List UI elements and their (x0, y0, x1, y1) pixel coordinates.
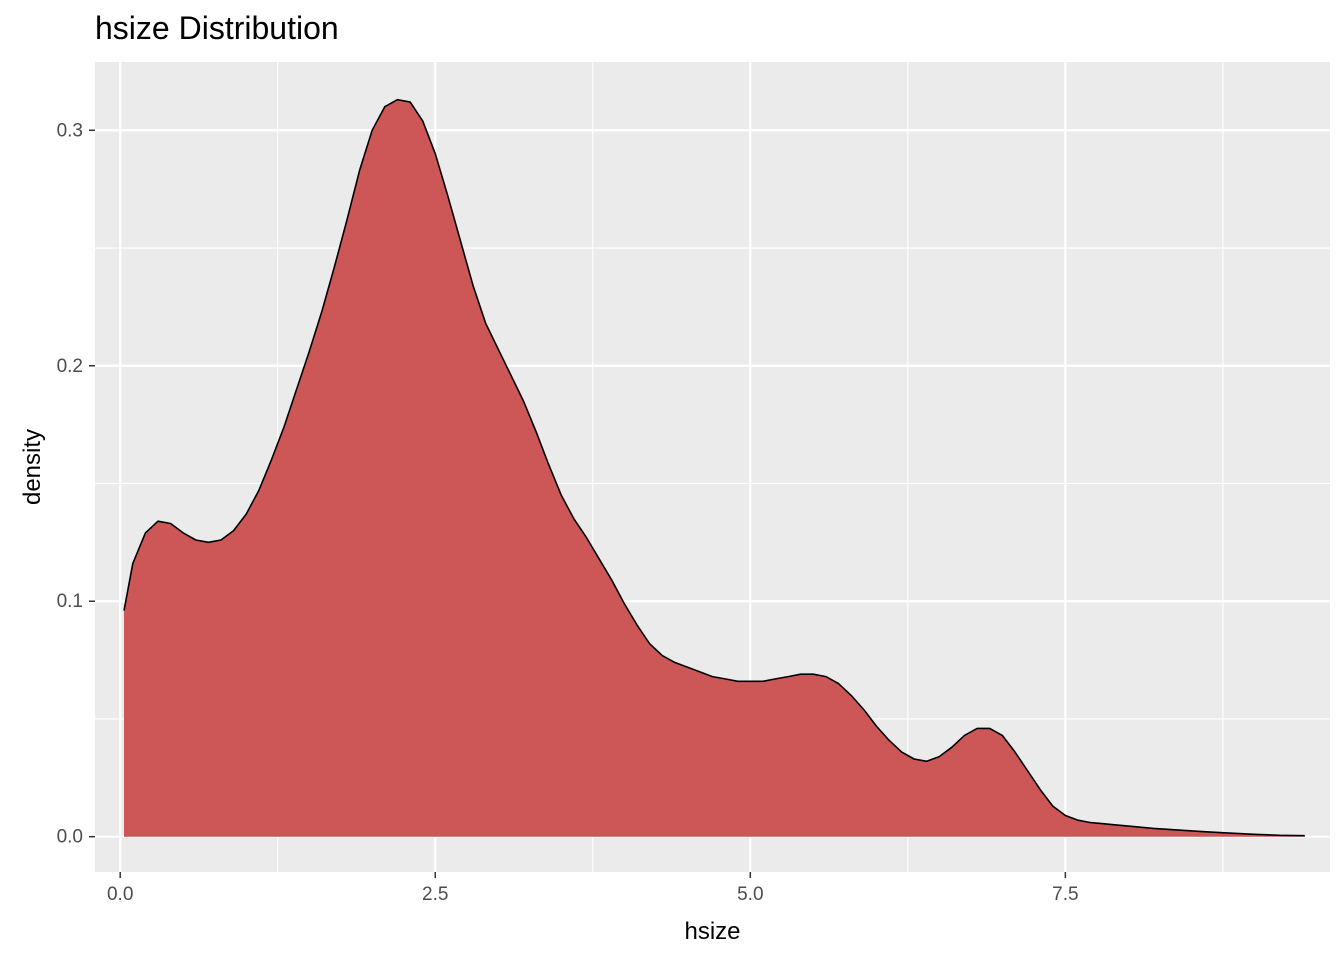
y-tick-label: 0.0 (57, 827, 83, 848)
y-tick-label: 0.2 (57, 356, 83, 377)
y-axis-title: density (19, 429, 46, 505)
density-area-layer (123, 98, 1305, 837)
y-tick-label: 0.1 (57, 591, 83, 612)
x-axis-title: hsize (684, 918, 740, 945)
y-axis: 0.0 0.1 0.2 0.3 (57, 120, 95, 848)
chart-title: hsize Distribution (95, 10, 339, 46)
x-tick-label: 2.5 (422, 884, 448, 905)
density-area (124, 99, 1305, 837)
x-axis: 0.0 2.5 5.0 7.5 (107, 872, 1079, 905)
x-tick-label: 7.5 (1052, 884, 1078, 905)
x-tick-label: 5.0 (737, 884, 763, 905)
density-line (123, 98, 1305, 837)
x-tick-label: 0.0 (107, 884, 133, 905)
y-tick-label: 0.3 (57, 120, 83, 141)
